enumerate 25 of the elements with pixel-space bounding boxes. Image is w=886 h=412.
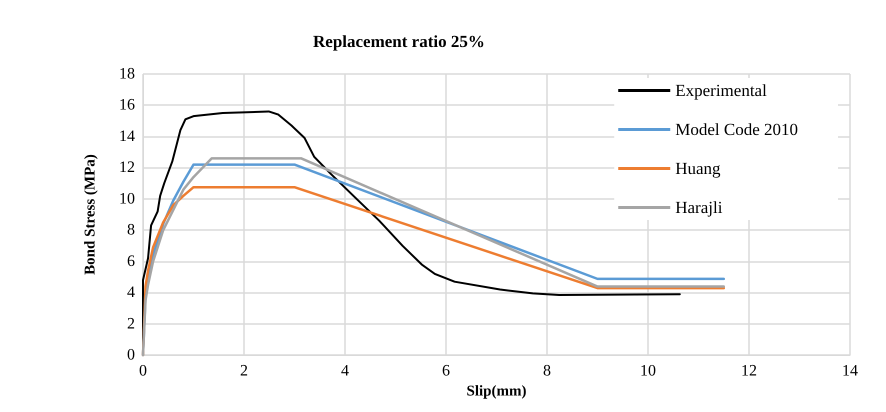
- y-tick-label: 18: [119, 66, 135, 82]
- chart-title: Replacement ratio 25%: [313, 32, 485, 51]
- y-tick-label: 4: [127, 284, 135, 302]
- y-tick-label: 16: [119, 96, 135, 114]
- x-tick-label: 14: [842, 362, 858, 380]
- x-tick-label: 6: [442, 362, 450, 380]
- y-tick-label: 2: [127, 315, 135, 332]
- y-tick-label: 6: [127, 252, 135, 270]
- x-axis-title: Slip(mm): [466, 384, 527, 400]
- x-tick-label: 10: [640, 362, 656, 380]
- legend-label: Huang: [675, 159, 722, 178]
- y-axis-title: Bond Stress (MPa): [82, 154, 98, 275]
- y-tick-label: 14: [119, 128, 135, 145]
- legend-label: Experimental: [675, 81, 768, 100]
- y-tick-label: 10: [119, 190, 135, 208]
- y-tick-label: 8: [127, 222, 135, 239]
- x-tick-label: 8: [543, 362, 551, 380]
- legend-label: Harajli: [675, 198, 723, 217]
- x-tick-label: 2: [240, 362, 248, 380]
- y-tick-label: 12: [119, 159, 135, 176]
- y-tick-label: 0: [127, 346, 135, 364]
- x-tick-label: 4: [341, 362, 349, 380]
- x-tick-label: 12: [741, 362, 757, 380]
- x-tick-label: 0: [139, 362, 147, 380]
- legend-label: Model Code 2010: [675, 120, 798, 139]
